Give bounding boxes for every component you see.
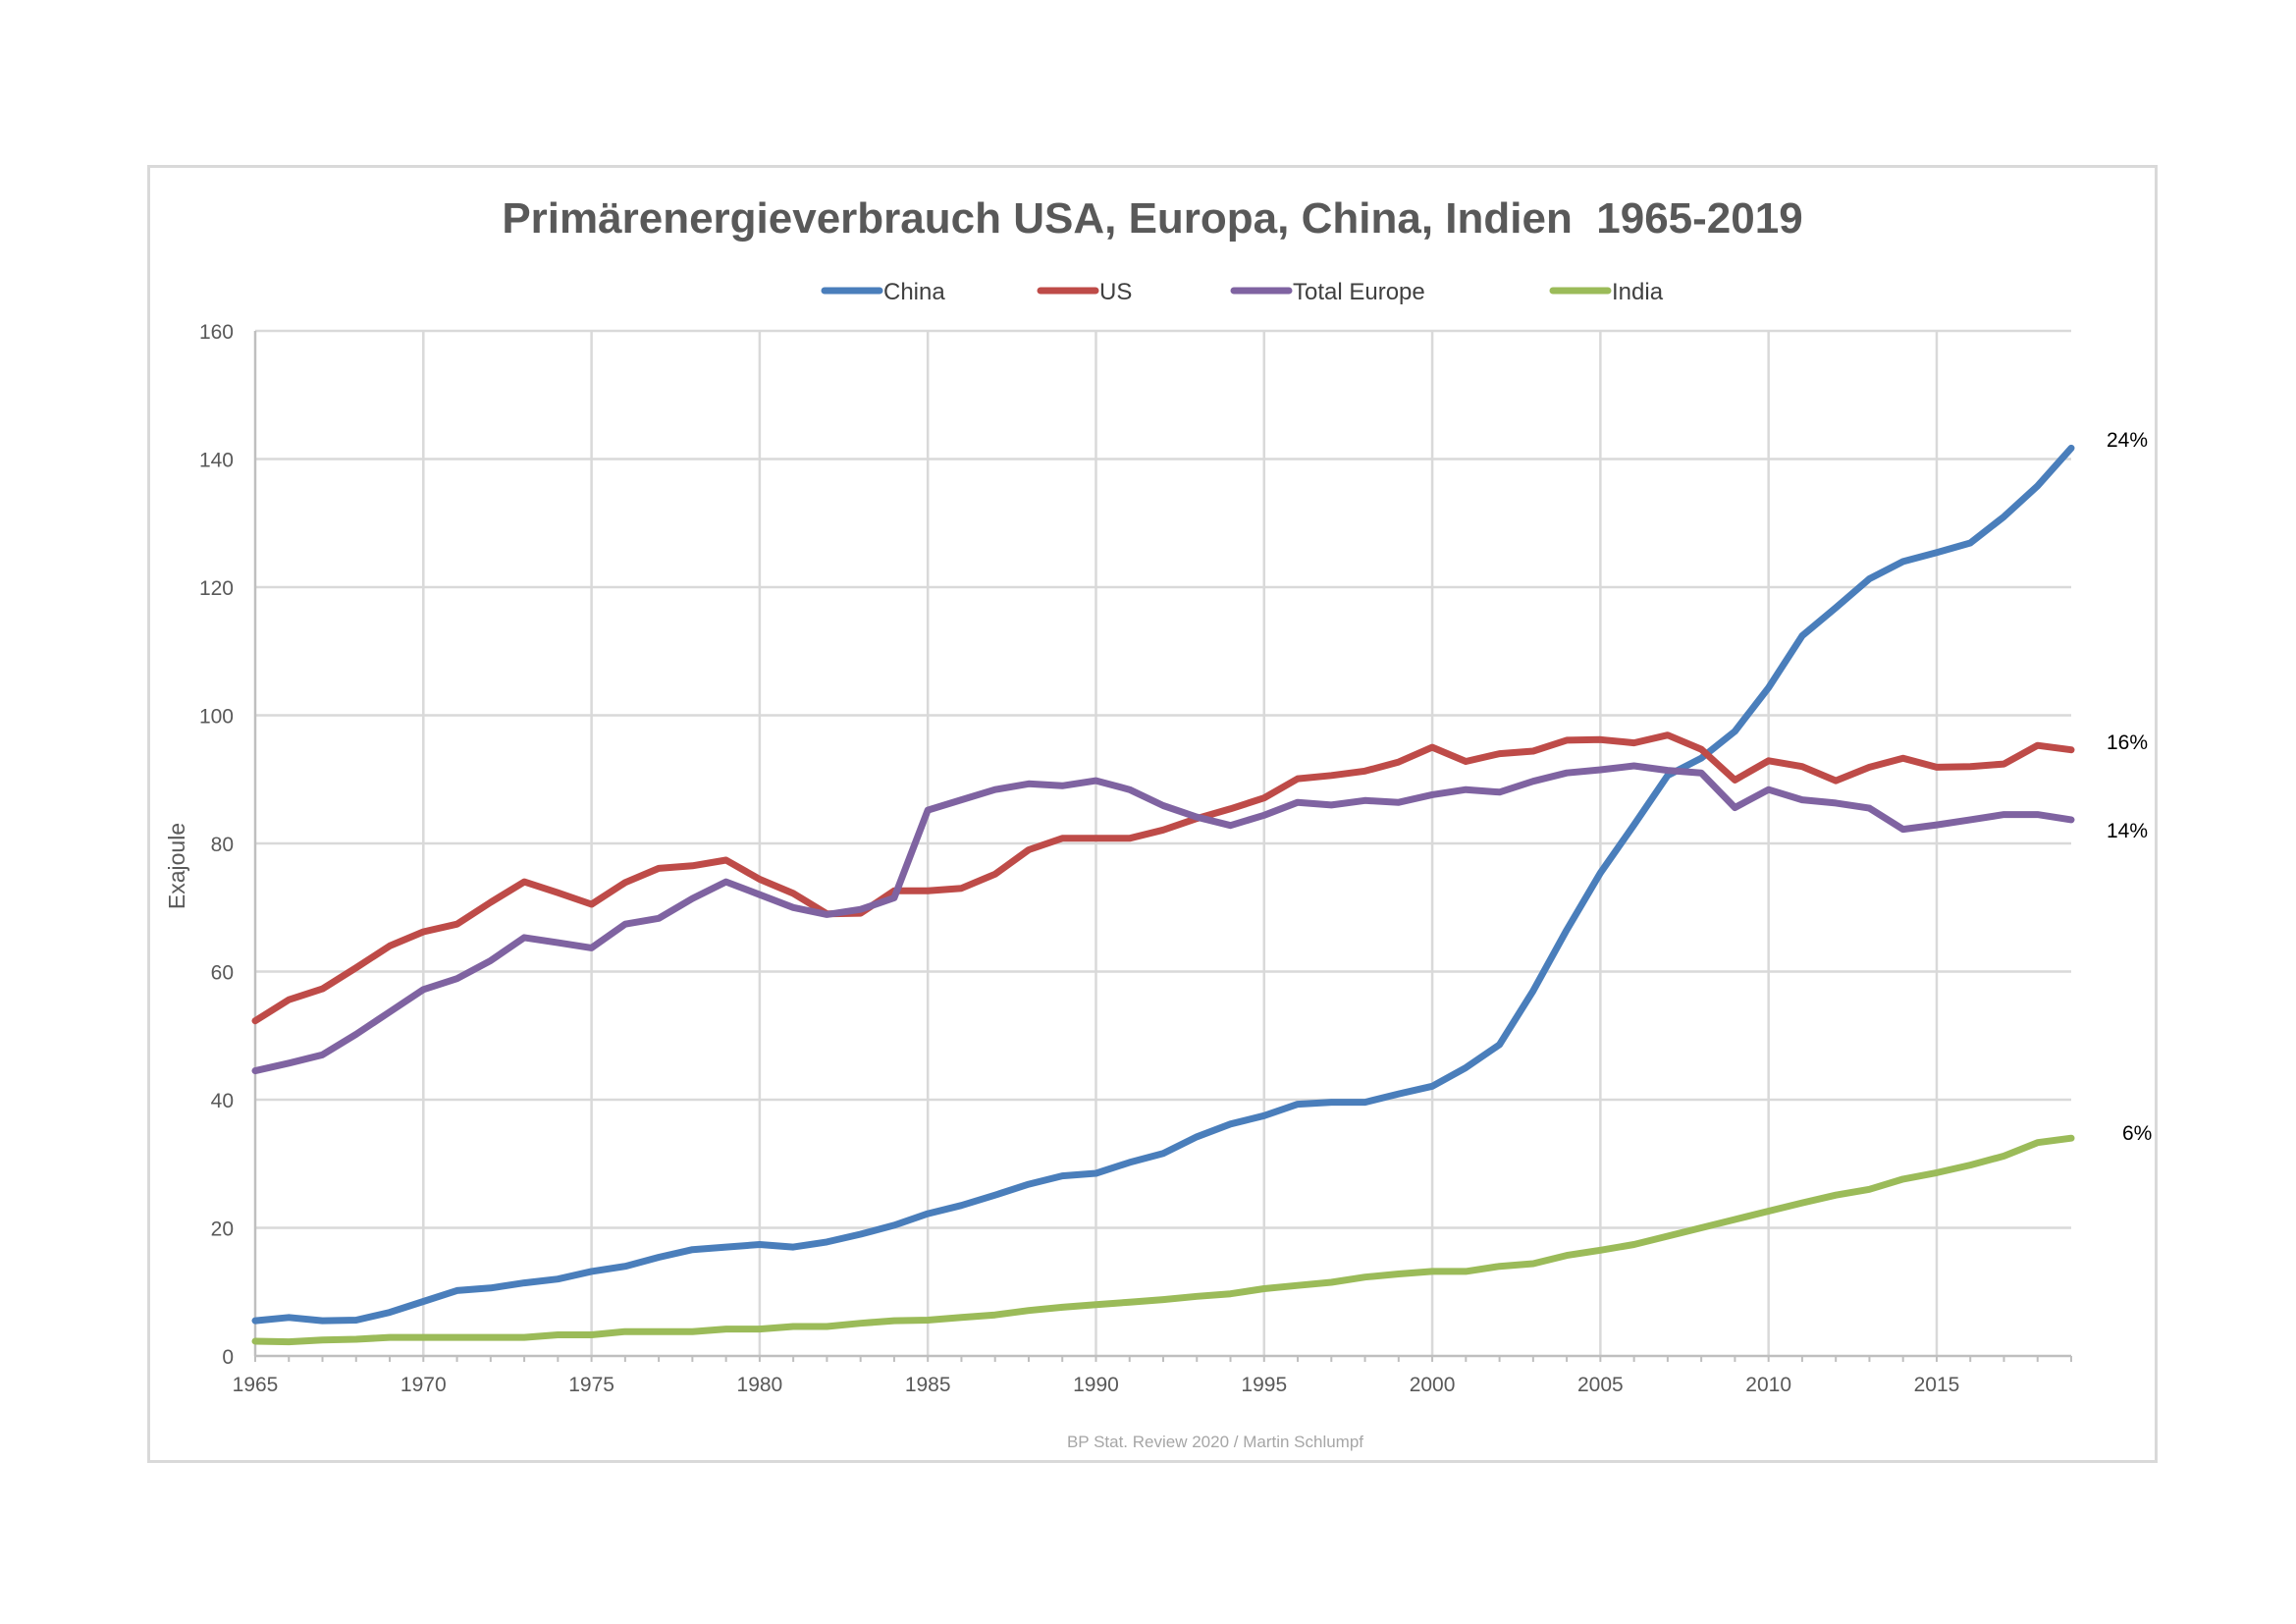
x-tick-label: 2000: [1410, 1374, 1456, 1396]
end-label-us: 16%: [2107, 731, 2148, 754]
legend-label-china: China: [883, 279, 945, 305]
legend-label-india: India: [1612, 279, 1664, 305]
y-tick-label: 60: [211, 962, 234, 985]
x-tick-label: 1970: [400, 1374, 447, 1396]
legend: China US Total Europe India: [821, 279, 1664, 305]
series-line-china: [251, 444, 2075, 1325]
source-note: BP Stat. Review 2020 / Martin Schlumpf: [1067, 1433, 1363, 1451]
end-labels: 24% 16% 14% 6%: [2107, 429, 2152, 1145]
y-tick-label: 20: [211, 1218, 234, 1241]
gridlines: [255, 329, 2071, 1356]
legend-label-us: US: [1099, 279, 1132, 305]
x-tick-label: 1990: [1073, 1374, 1119, 1396]
legend-label-total-europe: Total Europe: [1293, 279, 1425, 305]
x-tick-label: 2010: [1745, 1374, 1791, 1396]
x-tick-label: 2005: [1577, 1374, 1624, 1396]
series-line-india: [251, 1134, 2075, 1346]
x-tick-label: 1980: [737, 1374, 783, 1396]
x-tick-label: 1995: [1241, 1374, 1287, 1396]
y-tick-label: 120: [199, 577, 234, 600]
y-axis-title: Exajoule: [164, 823, 189, 909]
y-tick-label: 100: [199, 706, 234, 729]
end-label-india: 6%: [2122, 1122, 2152, 1145]
y-tick-label: 40: [211, 1090, 234, 1112]
y-tick-label: 160: [199, 321, 234, 344]
y-tick-label: 0: [222, 1346, 234, 1369]
axes: 0 20 40 60 80 100 120 140 160 1965 1970 1975 1980 198…: [199, 321, 2072, 1396]
chart-title: Primärenergieverbrauch USA, Europa, Chin…: [502, 194, 1802, 243]
end-label-china: 24%: [2107, 429, 2148, 452]
x-tick-label: 1975: [568, 1374, 614, 1396]
x-tick-label: 2015: [1914, 1374, 1960, 1396]
series-lines: [251, 444, 2075, 1346]
end-label-total-europe: 14%: [2107, 820, 2148, 842]
y-tick-label: 80: [211, 834, 234, 856]
series-line-us: [251, 731, 2075, 1025]
chart-frame: [147, 165, 2158, 1463]
x-tick-label: 1965: [233, 1374, 279, 1396]
x-tick-label: 1985: [905, 1374, 951, 1396]
y-tick-label: 140: [199, 450, 234, 472]
series-line-total-europe: [251, 762, 2075, 1075]
